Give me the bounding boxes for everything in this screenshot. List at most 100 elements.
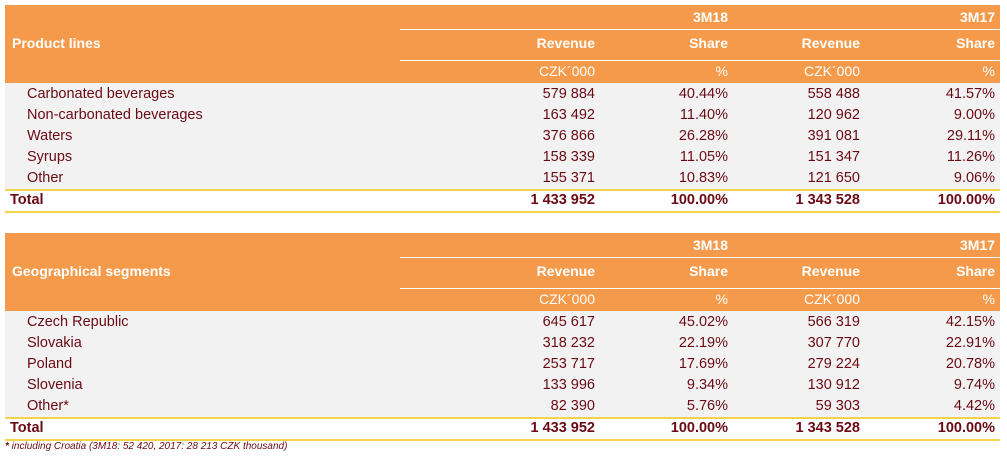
table-header: 3M18 3M17 Product lines Revenue Share Re… bbox=[5, 5, 1000, 83]
share-3m18-cell: 9.34% bbox=[686, 377, 728, 393]
table-row: Carbonated beverages 579 884 40.44% 558 … bbox=[5, 84, 1000, 105]
table-row: Syrups 158 339 11.05% 151 347 11.26% bbox=[5, 147, 1000, 168]
revenue-3m18-cell: 155 371 bbox=[542, 170, 595, 186]
total-revenue-3m17: 1 343 528 bbox=[795, 420, 860, 436]
row-label: Syrups bbox=[27, 149, 73, 165]
share-3m17-cell: 41.57% bbox=[945, 86, 995, 102]
share-3m17-cell: 9.00% bbox=[953, 107, 995, 123]
share-column-header: Share bbox=[956, 35, 995, 51]
share-column-header: Share bbox=[956, 263, 995, 279]
share-column-header: Share bbox=[689, 35, 728, 51]
total-revenue-3m18: 1 433 952 bbox=[530, 192, 595, 208]
share-3m17-cell: 42.15% bbox=[945, 314, 995, 330]
share-unit: % bbox=[715, 63, 728, 79]
table-row: Slovakia 318 232 22.19% 307 770 22.91% bbox=[5, 333, 1000, 354]
revenue-unit: CZK´000 bbox=[803, 291, 860, 307]
row-label: Non-carbonated beverages bbox=[27, 107, 203, 123]
total-row: Total 1 433 952 100.00% 1 343 528 100.00… bbox=[5, 189, 1000, 213]
period-3m17-header: 3M17 bbox=[959, 237, 995, 253]
table-row: Other* 82 390 5.76% 59 303 4.42% bbox=[5, 396, 1000, 417]
revenue-3m18-cell: 158 339 bbox=[542, 149, 595, 165]
revenue-3m18-cell: 318 232 bbox=[542, 335, 595, 351]
geographical-segments-table: 3M18 3M17 Geographical segments Revenue … bbox=[5, 233, 1000, 441]
row-label: Slovakia bbox=[27, 335, 82, 351]
row-label: Waters bbox=[27, 128, 73, 144]
table-row: Other 155 371 10.83% 121 650 9.06% bbox=[5, 168, 1000, 189]
footnote: * including Croatia (3M18: 52 420, 2017:… bbox=[5, 441, 287, 452]
table-header: 3M18 3M17 Geographical segments Revenue … bbox=[5, 233, 1000, 311]
table-body: Carbonated beverages 579 884 40.44% 558 … bbox=[5, 83, 1000, 189]
total-revenue-3m17: 1 343 528 bbox=[795, 192, 860, 208]
row-label: Slovenia bbox=[27, 377, 83, 393]
revenue-3m18-cell: 645 617 bbox=[542, 314, 595, 330]
revenue-3m17-cell: 121 650 bbox=[807, 170, 860, 186]
revenue-3m18-cell: 253 717 bbox=[542, 356, 595, 372]
header-divider bbox=[400, 60, 1000, 61]
revenue-column-header: Revenue bbox=[536, 263, 595, 279]
total-share-3m17: 100.00% bbox=[937, 420, 995, 436]
total-row: Total 1 433 952 100.00% 1 343 528 100.00… bbox=[5, 417, 1000, 441]
row-label: Poland bbox=[27, 356, 73, 372]
revenue-column-header: Revenue bbox=[801, 35, 860, 51]
share-3m17-cell: 22.91% bbox=[945, 335, 995, 351]
share-unit: % bbox=[982, 291, 995, 307]
revenue-3m18-cell: 579 884 bbox=[542, 86, 595, 102]
revenue-unit: CZK´000 bbox=[803, 63, 860, 79]
share-3m18-cell: 22.19% bbox=[678, 335, 728, 351]
share-unit: % bbox=[715, 291, 728, 307]
share-3m18-cell: 26.28% bbox=[678, 128, 728, 144]
row-label: Czech Republic bbox=[27, 314, 129, 330]
product-lines-table: 3M18 3M17 Product lines Revenue Share Re… bbox=[5, 5, 1000, 213]
share-3m18-cell: 45.02% bbox=[678, 314, 728, 330]
table-title: Geographical segments bbox=[12, 263, 171, 279]
revenue-3m18-cell: 133 996 bbox=[542, 377, 595, 393]
share-3m18-cell: 10.83% bbox=[678, 170, 728, 186]
revenue-3m17-cell: 130 912 bbox=[807, 377, 860, 393]
total-share-3m17: 100.00% bbox=[937, 192, 995, 208]
revenue-3m17-cell: 566 319 bbox=[807, 314, 860, 330]
header-divider bbox=[400, 257, 1000, 258]
total-share-3m18: 100.00% bbox=[670, 192, 728, 208]
total-revenue-3m18: 1 433 952 bbox=[530, 420, 595, 436]
row-label: Carbonated beverages bbox=[27, 86, 175, 102]
share-3m17-cell: 4.42% bbox=[953, 398, 995, 414]
table-row: Slovenia 133 996 9.34% 130 912 9.74% bbox=[5, 375, 1000, 396]
total-label: Total bbox=[10, 420, 44, 436]
period-3m18-header: 3M18 bbox=[692, 237, 728, 253]
revenue-3m17-cell: 151 347 bbox=[807, 149, 860, 165]
table-body: Czech Republic 645 617 45.02% 566 319 42… bbox=[5, 311, 1000, 417]
footnote-mark: * bbox=[5, 441, 9, 452]
footnote-text: including Croatia (3M18: 52 420, 2017: 2… bbox=[8, 441, 288, 452]
revenue-column-header: Revenue bbox=[801, 263, 860, 279]
revenue-3m17-cell: 558 488 bbox=[807, 86, 860, 102]
revenue-3m17-cell: 120 962 bbox=[807, 107, 860, 123]
table-title: Product lines bbox=[12, 35, 101, 51]
table-row: Czech Republic 645 617 45.02% 566 319 42… bbox=[5, 312, 1000, 333]
share-3m17-cell: 11.26% bbox=[946, 149, 995, 165]
revenue-unit: CZK´000 bbox=[538, 63, 595, 79]
share-3m18-cell: 11.40% bbox=[679, 107, 728, 123]
revenue-unit: CZK´000 bbox=[538, 291, 595, 307]
share-unit: % bbox=[982, 63, 995, 79]
share-column-header: Share bbox=[689, 263, 728, 279]
revenue-3m18-cell: 82 390 bbox=[550, 398, 595, 414]
header-divider bbox=[400, 288, 1000, 289]
revenue-3m17-cell: 307 770 bbox=[807, 335, 860, 351]
header-divider bbox=[400, 29, 1000, 30]
table-row: Poland 253 717 17.69% 279 224 20.78% bbox=[5, 354, 1000, 375]
period-3m18-header: 3M18 bbox=[692, 9, 728, 25]
revenue-3m18-cell: 163 492 bbox=[542, 107, 595, 123]
share-3m17-cell: 9.06% bbox=[953, 170, 995, 186]
table-row: Non-carbonated beverages 163 492 11.40% … bbox=[5, 105, 1000, 126]
share-3m17-cell: 9.74% bbox=[953, 377, 995, 393]
total-share-3m18: 100.00% bbox=[670, 420, 728, 436]
revenue-3m17-cell: 279 224 bbox=[807, 356, 860, 372]
revenue-3m17-cell: 59 303 bbox=[815, 398, 860, 414]
share-3m18-cell: 40.44% bbox=[678, 86, 728, 102]
share-3m17-cell: 29.11% bbox=[946, 128, 995, 144]
share-3m18-cell: 17.69% bbox=[678, 356, 728, 372]
total-label: Total bbox=[10, 192, 44, 208]
share-3m18-cell: 11.05% bbox=[679, 149, 728, 165]
row-label: Other* bbox=[27, 398, 69, 414]
share-3m17-cell: 20.78% bbox=[945, 356, 995, 372]
